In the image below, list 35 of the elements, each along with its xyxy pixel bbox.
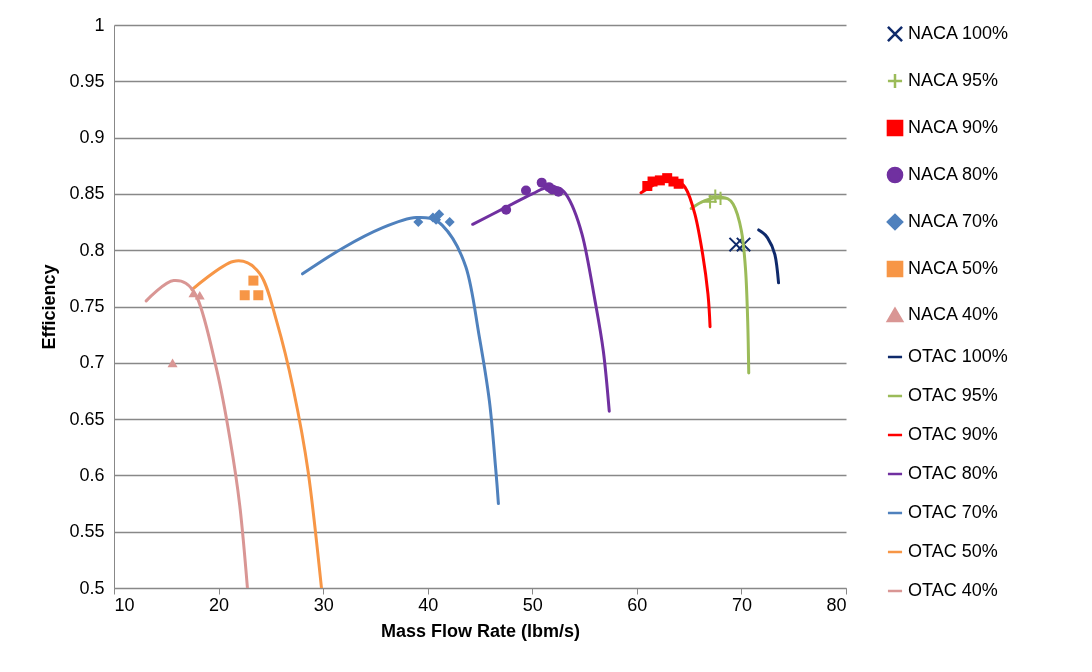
legend-label: NACA 100% <box>908 23 1009 43</box>
y-axis-title: Efficiency <box>39 264 60 350</box>
legend-label: NACA 40% <box>908 304 999 324</box>
x-tick-label: 10 <box>114 594 135 615</box>
y-tick-label: 0.95 <box>69 70 105 91</box>
y-tick-label: 0.55 <box>69 521 105 542</box>
legend-label: OTAC 80% <box>908 463 998 483</box>
legend-label: OTAC 95% <box>908 385 998 405</box>
y-tick-label: 0.8 <box>79 239 105 260</box>
y-tick-label: 0.75 <box>69 296 105 316</box>
legend-label: NACA 95% <box>908 70 999 90</box>
y-tick-label: 1 <box>94 14 105 35</box>
y-tick-label: 0.5 <box>79 577 105 598</box>
x-tick-label: 60 <box>627 594 648 615</box>
x-tick-label: 40 <box>418 594 439 615</box>
legend-label: NACA 80% <box>908 164 999 184</box>
legend-label: NACA 70% <box>908 211 999 231</box>
legend-label: OTAC 70% <box>908 502 998 522</box>
x-tick-label: 70 <box>731 594 752 615</box>
x-tick-label: 30 <box>313 594 334 615</box>
y-tick-label: 0.9 <box>79 127 105 148</box>
legend-label: NACA 90% <box>908 117 999 137</box>
x-tick-label: 20 <box>209 594 230 615</box>
x-tick-label: 50 <box>522 594 543 615</box>
legend-label: OTAC 100% <box>908 346 1008 366</box>
legend-label: OTAC 40% <box>908 580 998 600</box>
y-tick-label: 0.85 <box>69 183 105 204</box>
y-tick-label: 0.65 <box>69 408 105 429</box>
y-tick-label: 0.7 <box>79 352 105 373</box>
legend-label: OTAC 50% <box>908 541 998 561</box>
legend-label: OTAC 90% <box>908 424 998 444</box>
legend-label: NACA 50% <box>908 258 999 278</box>
y-tick-label: 0.6 <box>79 464 105 485</box>
x-tick-label: 80 <box>826 594 847 615</box>
x-axis-title: Mass Flow Rate (lbm/s) <box>380 620 581 641</box>
